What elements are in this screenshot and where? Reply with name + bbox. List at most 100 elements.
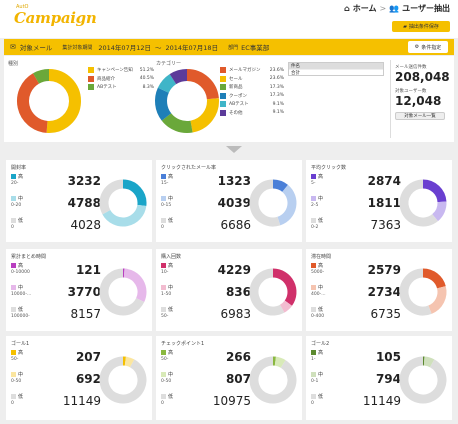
- tier-swatch: [11, 372, 16, 377]
- tier-row[interactable]: 高 50- 207: [11, 348, 101, 368]
- dept-value[interactable]: EC事業部: [241, 44, 270, 52]
- legend-label: セール: [229, 76, 243, 82]
- tier-range: 0: [311, 401, 314, 406]
- tier-slice: [279, 300, 293, 313]
- tier-swatch: [11, 218, 16, 223]
- type-slice: [17, 73, 48, 133]
- tier-range: 0-10000: [11, 270, 30, 275]
- tier-range: 0-2: [311, 225, 319, 230]
- tier-swatch: [311, 285, 316, 290]
- tier-row[interactable]: 中 10000-... 3770: [11, 283, 101, 303]
- metric-panel[interactable]: チェックポイント1 高 50- 266 中 0-50 807 低 0 10975: [156, 336, 302, 420]
- tier-range: 0-20: [11, 203, 22, 208]
- metric-donut-chart: [399, 268, 447, 316]
- metric-title: 購入回数: [161, 254, 182, 260]
- legend-label: ABテスト: [97, 85, 117, 91]
- tier-row[interactable]: 高 0-10000 121: [11, 261, 101, 281]
- tier-label: 低: [318, 394, 324, 400]
- tier-swatch: [161, 394, 166, 399]
- metric-panel[interactable]: 滞在時間高 5000- 2579 中 400-... 2734 低 0-400 6735: [306, 249, 452, 331]
- save-conditions-button[interactable]: ▰ 抽出条件保存: [392, 21, 450, 32]
- tier-swatch: [11, 196, 16, 201]
- metric-panel[interactable]: 購入回数高 10- 4229 中 1-50 836 低 50- 6983: [156, 249, 302, 331]
- tier-label: 高: [18, 174, 24, 180]
- legend-label: メールマガジン: [229, 68, 261, 74]
- tier-swatch: [161, 196, 166, 201]
- table-header: 件名: [289, 63, 383, 69]
- tier-label: 高: [18, 263, 24, 269]
- condition-button[interactable]: ⚙ 条件指定: [408, 41, 448, 53]
- app-logo[interactable]: Campaign: [14, 9, 97, 27]
- tier-row[interactable]: 中 400-... 2734: [311, 283, 401, 303]
- tier-range: 10000-...: [11, 292, 32, 297]
- tier-row[interactable]: 低 50- 6983: [161, 305, 251, 325]
- table-row[interactable]: 合計: [289, 69, 383, 76]
- metric-panel[interactable]: ゴール1 高 50- 207 中 0-50 692 低 0 11149: [6, 336, 152, 420]
- tier-row[interactable]: 中 1-50 836: [161, 283, 251, 303]
- tier-count: 4028: [70, 218, 101, 232]
- tier-slice: [249, 179, 281, 227]
- category-slice: [186, 69, 219, 100]
- tier-count: 807: [225, 372, 251, 386]
- tier-label: 低: [168, 307, 174, 313]
- tier-row[interactable]: 高 10- 4229: [161, 261, 251, 281]
- metric-panel[interactable]: 開封率高 20- 3232 中 0-20 4788 低 0 4028: [6, 160, 152, 242]
- metric-donut-chart: [99, 356, 147, 404]
- tier-row[interactable]: 高 1- 105: [311, 348, 401, 368]
- tier-row[interactable]: 低 0 10975: [161, 392, 251, 412]
- tier-row[interactable]: 中 0-1 794: [311, 370, 401, 390]
- legend-swatch: [88, 84, 94, 91]
- tier-range: 100000-: [11, 314, 30, 319]
- legend-pct: 23.6%: [269, 76, 284, 82]
- tier-slice: [422, 268, 446, 289]
- legend-item: キャンペーン告知 51.2%: [88, 66, 154, 75]
- tier-swatch: [311, 394, 316, 399]
- legend-swatch: [220, 84, 226, 91]
- tier-row[interactable]: 中 0-50 807: [161, 370, 251, 390]
- legend-label: クーポン: [229, 93, 247, 99]
- date-from[interactable]: 2014年07月12日: [98, 44, 151, 52]
- tier-swatch: [11, 174, 16, 179]
- tier-row[interactable]: 低 0 11149: [11, 392, 101, 412]
- metric-panel[interactable]: 累計まとめ時間高 0-10000 121 中 10000-... 3770 低 100000-…: [6, 249, 152, 331]
- tier-label: 中: [168, 285, 174, 291]
- breadcrumb-home[interactable]: ホーム: [352, 4, 377, 13]
- folder-icon: ▰: [403, 23, 407, 30]
- mail-list-button[interactable]: 対象メール一覧: [395, 112, 445, 120]
- metric-panel[interactable]: ゴール2 高 1- 105 中 0-1 794 低 0 11149: [306, 336, 452, 420]
- tier-swatch: [311, 263, 316, 268]
- tier-row[interactable]: 高 5000- 2579: [311, 261, 401, 281]
- tier-row[interactable]: 高 20- 3232: [11, 172, 101, 192]
- app-header: AutO Campaign ⌂ ホーム > 👥 ユーザー抽出 ▰ 抽出条件保存: [0, 0, 458, 38]
- tier-count: 794: [375, 372, 401, 386]
- table-cell: 合計: [291, 70, 300, 76]
- tier-row[interactable]: 低 100000- 8157: [11, 305, 101, 325]
- tier-row[interactable]: 高 15- 1323: [161, 172, 251, 192]
- tier-label: 中: [318, 285, 324, 291]
- tier-swatch: [311, 372, 316, 377]
- tier-row[interactable]: 中 0-15 4039: [161, 194, 251, 214]
- metric-panel[interactable]: 平均クリック数高 5- 2874 中 2-5 1811 低 0-2 7363: [306, 160, 452, 242]
- tier-slice: [249, 356, 297, 404]
- tier-row[interactable]: 中 2-5 1811: [311, 194, 401, 214]
- tier-row[interactable]: 低 0 11149: [311, 392, 401, 412]
- tier-range: 0: [11, 225, 14, 230]
- tier-row[interactable]: 中 0-50 692: [11, 370, 101, 390]
- tier-row[interactable]: 低 0-400 6735: [311, 305, 401, 325]
- metric-panel[interactable]: クリックされたメール率高 15- 1323 中 0-15 4039 低 0 6686: [156, 160, 302, 242]
- tier-row[interactable]: 中 0-20 4788: [11, 194, 101, 214]
- tier-row[interactable]: 高 5- 2874: [311, 172, 401, 192]
- home-icon[interactable]: ⌂: [343, 4, 350, 13]
- tier-row[interactable]: 低 0 4028: [11, 216, 101, 236]
- tier-slice: [399, 179, 438, 227]
- tier-row[interactable]: 高 50- 266: [161, 348, 251, 368]
- tier-row[interactable]: 低 0 6686: [161, 216, 251, 236]
- date-to[interactable]: 2014年07月18日: [165, 44, 219, 52]
- tier-count: 2874: [367, 174, 401, 188]
- tier-row[interactable]: 低 0-2 7363: [311, 216, 401, 236]
- date-arrow: 〜: [154, 44, 162, 52]
- tier-range: 15-: [161, 181, 169, 186]
- sent-value: 208,048: [395, 70, 450, 84]
- tier-label: 中: [18, 196, 24, 202]
- chevron-down-icon: [226, 146, 242, 153]
